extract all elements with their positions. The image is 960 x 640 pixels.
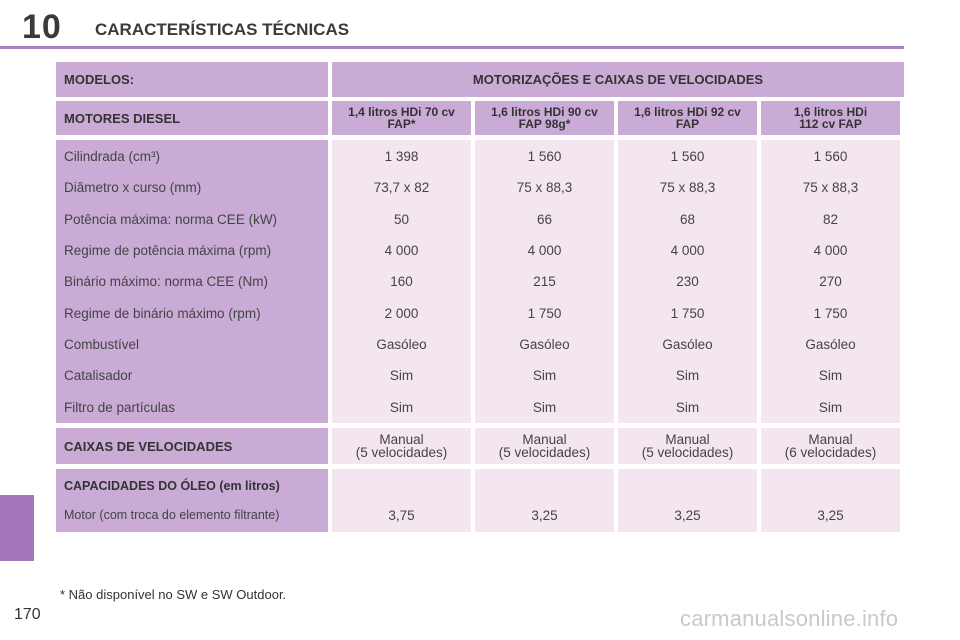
spec-value: Sim xyxy=(675,399,700,415)
engine-variant: FAP 98g* xyxy=(518,117,571,131)
spec-label: Cilindrada (cm³) xyxy=(64,149,161,165)
diesel-label: MOTORES DIESEL xyxy=(56,101,328,135)
gearbox-speeds: (5 velocidades) xyxy=(641,445,734,460)
oil-capacity-row: CAPACIDADES DO ÓLEO (em litros) Motor (c… xyxy=(56,469,904,532)
spec-value: 230 xyxy=(676,274,699,290)
spec-value: 160 xyxy=(390,274,413,290)
header-divider xyxy=(0,46,904,49)
gearbox-type: Manual xyxy=(522,432,567,447)
oil-capacity-label: CAPACIDADES DO ÓLEO (em litros) Motor (c… xyxy=(56,469,328,532)
oil-capacity-value: 3,75 xyxy=(332,469,471,532)
engine-header: 1,6 litros HDi 90 cv FAP 98g* xyxy=(475,101,614,135)
watermark: carmanualsonline.info xyxy=(680,606,899,631)
engine-variant: FAP* xyxy=(387,117,416,131)
spec-label: Diâmetro x curso (mm) xyxy=(64,180,202,196)
spec-value: 4 000 xyxy=(813,243,848,259)
spec-value: 215 xyxy=(533,274,556,290)
spec-value: 82 xyxy=(822,211,839,227)
spec-label: Filtro de partículas xyxy=(64,399,176,415)
engine-header: 1,4 litros HDi 70 cv FAP* xyxy=(332,101,471,135)
spec-value: Gasóleo xyxy=(805,337,856,353)
chapter-side-tab xyxy=(0,495,34,561)
engine-name: 1,4 litros HDi 70 cv xyxy=(348,105,455,119)
spec-value: 1 750 xyxy=(813,305,848,321)
spec-value: Gasóleo xyxy=(519,337,570,353)
spec-label: Binário máximo: norma CEE (Nm) xyxy=(64,274,269,290)
spec-value: 66 xyxy=(536,211,553,227)
spec-label: Regime de potência máxima (rpm) xyxy=(64,243,272,259)
engine-name: 1,6 litros HDi 90 cv xyxy=(491,105,598,119)
oil-capacity-subtitle: Motor (com troca do elemento filtrante) xyxy=(64,508,280,522)
specs-table: MODELOS: MOTORIZAÇÕES E CAIXAS DE VELOCI… xyxy=(56,62,904,532)
spec-value-column: 1 398 73,7 x 82 50 4 000 160 2 000 Gasól… xyxy=(332,140,471,423)
engine-header: 1,6 litros HDi 112 cv FAP xyxy=(761,101,900,135)
gearbox-value: Manual (5 velocidades) xyxy=(475,428,614,464)
engine-name: 1,6 litros HDi 92 cv xyxy=(634,105,741,119)
spec-value: Sim xyxy=(675,368,700,384)
spec-value: 75 x 88,3 xyxy=(659,180,716,196)
spec-value-column: 1 560 75 x 88,3 68 4 000 230 1 750 Gasól… xyxy=(618,140,757,423)
spec-value: 1 560 xyxy=(813,149,848,165)
spec-value: 73,7 x 82 xyxy=(373,180,430,196)
spec-label: Combustível xyxy=(64,337,140,353)
engine-header: 1,6 litros HDi 92 cv FAP xyxy=(618,101,757,135)
gearbox-type: Manual xyxy=(379,432,424,447)
page-number: 170 xyxy=(14,606,41,623)
spec-value: Sim xyxy=(389,368,414,384)
oil-capacity-value: 3,25 xyxy=(761,469,900,532)
spec-rows: Cilindrada (cm³) Diâmetro x curso (mm) P… xyxy=(56,140,904,423)
chapter-title: CARACTERÍSTICAS TÉCNICAS xyxy=(95,20,350,39)
spec-value: Sim xyxy=(532,399,557,415)
spec-value: Sim xyxy=(532,368,557,384)
spec-value: 2 000 xyxy=(384,305,419,321)
spec-value: 1 398 xyxy=(384,149,419,165)
spec-value-column: 1 560 75 x 88,3 82 4 000 270 1 750 Gasól… xyxy=(761,140,900,423)
gearbox-value: Manual (5 velocidades) xyxy=(332,428,471,464)
spec-value-column: 1 560 75 x 88,3 66 4 000 215 1 750 Gasól… xyxy=(475,140,614,423)
models-span-header: MOTORIZAÇÕES E CAIXAS DE VELOCIDADES xyxy=(332,62,904,97)
gearbox-speeds: (5 velocidades) xyxy=(355,445,448,460)
spec-value: Gasóleo xyxy=(376,337,427,353)
spec-value: 68 xyxy=(679,211,696,227)
gearbox-type: Manual xyxy=(665,432,710,447)
engine-variant: 112 cv FAP xyxy=(799,117,862,131)
spec-value: 1 560 xyxy=(670,149,705,165)
spec-label: Regime de binário máximo (rpm) xyxy=(64,305,261,321)
spec-value: 4 000 xyxy=(527,243,562,259)
oil-capacity-value: 3,25 xyxy=(618,469,757,532)
spec-value: 4 000 xyxy=(384,243,419,259)
spec-value: 1 750 xyxy=(527,305,562,321)
spec-value: 50 xyxy=(393,211,410,227)
gearbox-speeds: (5 velocidades) xyxy=(498,445,591,460)
spec-value: Sim xyxy=(818,399,843,415)
spec-value: 4 000 xyxy=(670,243,705,259)
spec-label: Potência máxima: norma CEE (kW) xyxy=(64,211,278,227)
engine-variant: FAP xyxy=(675,117,700,131)
spec-value: 1 560 xyxy=(527,149,562,165)
spec-value: 75 x 88,3 xyxy=(516,180,573,196)
oil-capacity-value: 3,25 xyxy=(475,469,614,532)
oil-capacity-title: CAPACIDADES DO ÓLEO (em litros) xyxy=(64,479,280,493)
spec-value: 1 750 xyxy=(670,305,705,321)
gearbox-value: Manual (5 velocidades) xyxy=(618,428,757,464)
spec-label: Catalisador xyxy=(64,368,133,384)
spec-value: Sim xyxy=(389,399,414,415)
gearbox-label: CAIXAS DE VELOCIDADES xyxy=(56,428,328,464)
spec-value: 270 xyxy=(819,274,842,290)
gearbox-value: Manual (6 velocidades) xyxy=(761,428,900,464)
footnote: * Não disponível no SW e SW Outdoor. xyxy=(60,587,287,602)
chapter-number: 10 xyxy=(22,8,62,46)
diesel-engines-row: MOTORES DIESEL 1,4 litros HDi 70 cv FAP* … xyxy=(56,101,904,135)
gearbox-row: CAIXAS DE VELOCIDADES Manual (5 velocidad… xyxy=(56,428,904,464)
spec-value: Gasóleo xyxy=(662,337,713,353)
gearbox-type: Manual xyxy=(808,432,853,447)
spec-label-column: Cilindrada (cm³) Diâmetro x curso (mm) P… xyxy=(56,140,328,423)
spec-value: Sim xyxy=(818,368,843,384)
spec-value: 75 x 88,3 xyxy=(802,180,859,196)
models-label: MODELOS: xyxy=(56,62,328,97)
models-row: MODELOS: MOTORIZAÇÕES E CAIXAS DE VELOCI… xyxy=(56,62,904,97)
gearbox-speeds: (6 velocidades) xyxy=(784,445,877,460)
engine-name: 1,6 litros HDi xyxy=(793,105,868,119)
